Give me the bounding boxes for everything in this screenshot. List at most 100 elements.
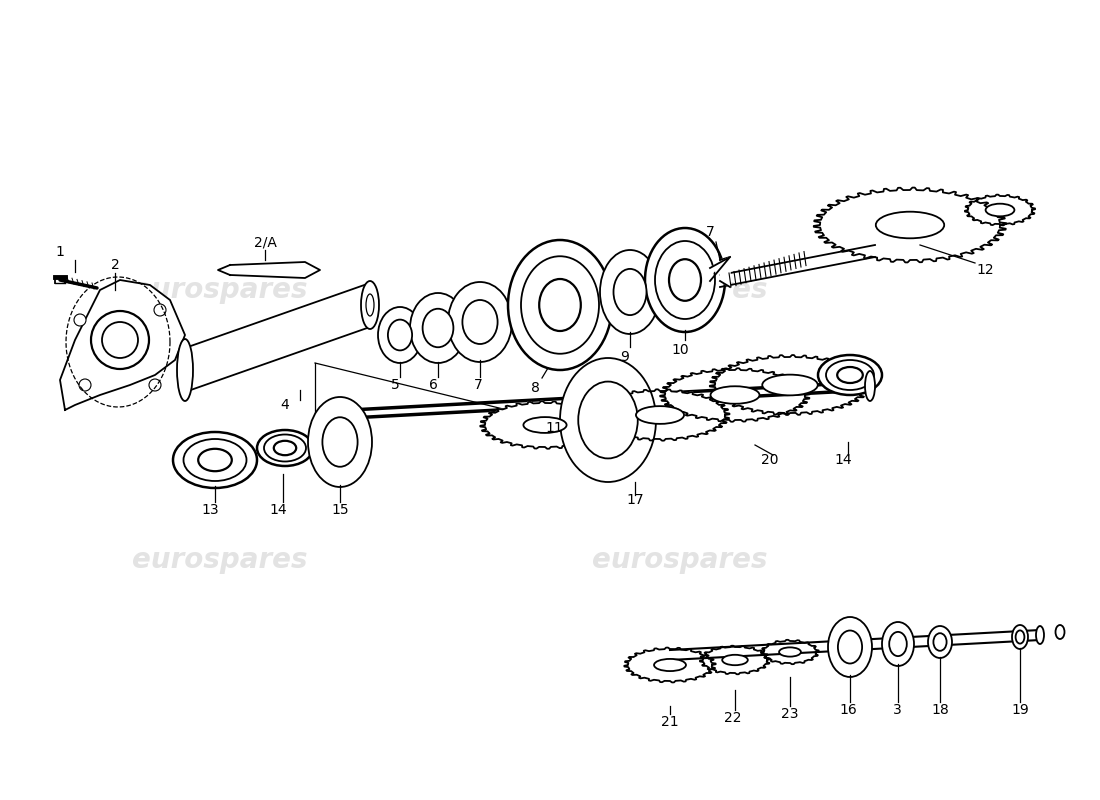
Text: 10: 10: [671, 343, 689, 357]
Ellipse shape: [614, 269, 647, 315]
Ellipse shape: [388, 319, 412, 350]
Text: 11: 11: [544, 421, 563, 435]
Circle shape: [79, 379, 91, 391]
Text: 15: 15: [331, 503, 349, 517]
Ellipse shape: [257, 430, 314, 466]
Ellipse shape: [462, 300, 497, 344]
Ellipse shape: [322, 418, 358, 466]
Text: 8: 8: [530, 381, 539, 395]
Polygon shape: [60, 280, 185, 410]
Circle shape: [148, 379, 161, 391]
Polygon shape: [230, 265, 245, 273]
Polygon shape: [591, 390, 729, 441]
Polygon shape: [761, 640, 818, 664]
Ellipse shape: [826, 360, 875, 390]
Text: 21: 21: [661, 715, 679, 729]
Text: 17: 17: [626, 493, 644, 507]
Text: 12: 12: [976, 263, 993, 277]
Text: eurospares: eurospares: [132, 276, 308, 304]
Polygon shape: [710, 257, 730, 275]
Ellipse shape: [422, 309, 453, 347]
Text: 19: 19: [1011, 703, 1028, 717]
Circle shape: [74, 314, 86, 326]
Ellipse shape: [818, 355, 882, 395]
Ellipse shape: [560, 358, 656, 482]
Ellipse shape: [669, 259, 701, 301]
Ellipse shape: [274, 441, 296, 455]
Text: 20: 20: [761, 453, 779, 467]
Text: 14: 14: [270, 503, 287, 517]
Polygon shape: [660, 368, 810, 422]
Ellipse shape: [521, 256, 600, 354]
Ellipse shape: [308, 397, 372, 487]
Ellipse shape: [600, 250, 660, 334]
Ellipse shape: [508, 240, 612, 370]
Ellipse shape: [1036, 626, 1044, 644]
Ellipse shape: [448, 282, 512, 362]
Ellipse shape: [177, 339, 192, 401]
Polygon shape: [230, 262, 320, 278]
Ellipse shape: [828, 617, 872, 677]
Ellipse shape: [865, 371, 874, 401]
Ellipse shape: [410, 293, 466, 363]
Polygon shape: [710, 355, 870, 415]
Text: 3: 3: [892, 703, 901, 717]
Text: eurospares: eurospares: [592, 276, 768, 304]
Polygon shape: [700, 646, 770, 674]
Text: 7: 7: [474, 378, 483, 392]
Ellipse shape: [934, 634, 947, 651]
Ellipse shape: [198, 449, 232, 471]
Ellipse shape: [876, 212, 944, 238]
Ellipse shape: [654, 659, 686, 671]
Ellipse shape: [579, 382, 638, 458]
Ellipse shape: [361, 281, 379, 329]
Polygon shape: [625, 647, 716, 682]
Text: 1: 1: [56, 245, 65, 259]
Ellipse shape: [366, 294, 374, 316]
Text: 9: 9: [620, 350, 629, 364]
Ellipse shape: [838, 630, 862, 663]
Text: 13: 13: [201, 503, 219, 517]
Ellipse shape: [889, 632, 906, 656]
Ellipse shape: [1015, 630, 1024, 643]
Ellipse shape: [779, 647, 801, 657]
Text: eurospares: eurospares: [132, 546, 308, 574]
Text: 2: 2: [111, 258, 120, 272]
Ellipse shape: [762, 374, 817, 395]
Ellipse shape: [539, 279, 581, 331]
Ellipse shape: [986, 204, 1014, 216]
Polygon shape: [965, 194, 1035, 226]
Ellipse shape: [636, 406, 684, 424]
Text: 6: 6: [429, 378, 438, 392]
Ellipse shape: [378, 307, 422, 363]
Ellipse shape: [173, 432, 257, 488]
Text: 7: 7: [705, 225, 714, 239]
Ellipse shape: [928, 626, 952, 658]
Polygon shape: [481, 402, 609, 449]
Ellipse shape: [723, 654, 748, 666]
Text: 5: 5: [390, 378, 399, 392]
Circle shape: [154, 304, 166, 316]
Text: 16: 16: [839, 703, 857, 717]
Ellipse shape: [1056, 625, 1065, 639]
Ellipse shape: [91, 311, 148, 369]
Text: 14: 14: [834, 453, 851, 467]
Text: 4: 4: [280, 398, 289, 412]
Ellipse shape: [882, 622, 914, 666]
Ellipse shape: [524, 417, 567, 433]
Text: eurospares: eurospares: [592, 546, 768, 574]
Text: 23: 23: [781, 707, 799, 721]
Ellipse shape: [837, 367, 862, 383]
Ellipse shape: [102, 322, 138, 358]
Ellipse shape: [1012, 625, 1028, 649]
Text: 22: 22: [724, 711, 741, 725]
Polygon shape: [814, 187, 1006, 262]
Ellipse shape: [654, 241, 715, 319]
Text: 18: 18: [931, 703, 949, 717]
Polygon shape: [720, 257, 730, 287]
Text: 2/A: 2/A: [254, 235, 276, 249]
Ellipse shape: [264, 434, 306, 462]
Ellipse shape: [711, 386, 759, 404]
Ellipse shape: [184, 439, 246, 481]
Ellipse shape: [645, 228, 725, 332]
